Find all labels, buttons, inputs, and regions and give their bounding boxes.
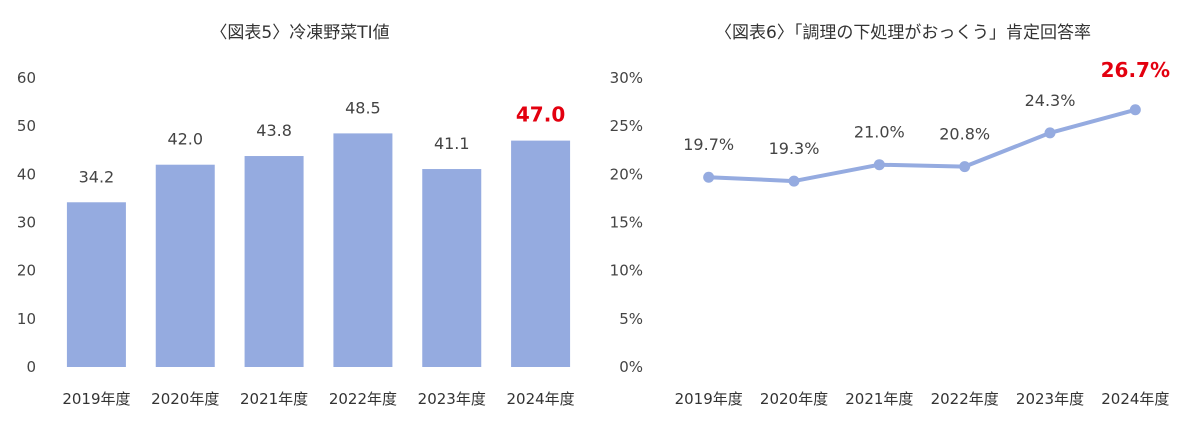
y-tick-label: 0% <box>619 358 643 376</box>
bar <box>66 202 126 367</box>
bar <box>333 133 393 367</box>
chart-title: 〈図表5〉冷凍野菜TI値 <box>210 23 389 43</box>
y-tick-label: 10% <box>610 262 643 280</box>
x-category-label: 2021年度 <box>845 390 913 408</box>
y-tick-label: 25% <box>610 117 643 135</box>
x-category-label: 2022年度 <box>931 390 999 408</box>
y-tick-label: 0 <box>26 358 36 376</box>
data-point <box>1129 104 1141 116</box>
y-tick-label: 5% <box>619 310 643 328</box>
data-point <box>959 161 971 173</box>
data-label: 42.0 <box>167 130 203 149</box>
data-label: 20.8% <box>939 125 990 144</box>
data-point <box>873 159 885 171</box>
x-category-label: 2019年度 <box>62 390 130 408</box>
data-label: 21.0% <box>854 123 905 142</box>
data-point <box>703 171 715 183</box>
y-tick-label: 30% <box>610 69 643 87</box>
y-tick-label: 20 <box>17 262 36 280</box>
data-point <box>788 175 800 187</box>
chart-title: 〈図表6〉「調理の下処理がおっくう」肯定回答率 <box>715 23 1091 43</box>
y-tick-label: 20% <box>610 165 643 183</box>
data-label: 19.7% <box>683 135 734 154</box>
y-tick-label: 15% <box>610 214 643 232</box>
data-label: 19.3% <box>769 139 820 158</box>
y-tick-label: 50 <box>17 117 36 135</box>
series-line <box>708 107 1136 184</box>
y-tick-label: 40 <box>17 165 36 183</box>
x-category-label: 2023年度 <box>1016 390 1084 408</box>
y-tick-label: 60 <box>17 69 36 87</box>
data-label: 24.3% <box>1025 91 1076 110</box>
bar <box>155 164 215 367</box>
x-category-label: 2024年度 <box>1101 390 1169 408</box>
bar <box>511 140 571 367</box>
bar <box>422 169 482 367</box>
prep-burden-line-chart: 〈図表6〉「調理の下処理がおっくう」肯定回答率 0% 5% 10% 15% 20% 25%… <box>610 23 1170 408</box>
data-label: 41.1 <box>434 134 470 153</box>
x-category-label: 2019年度 <box>675 390 743 408</box>
x-category-label: 2022年度 <box>329 390 397 408</box>
x-category-label: 2023年度 <box>418 390 486 408</box>
data-point <box>1044 127 1056 139</box>
y-tick-label: 30 <box>17 214 36 232</box>
data-label: 43.8 <box>256 121 292 140</box>
bar <box>244 156 304 367</box>
y-tick-label: 10 <box>17 310 36 328</box>
data-label-highlight: 47.0 <box>516 103 565 127</box>
data-label-highlight: 26.7% <box>1101 58 1170 82</box>
x-category-label: 2021年度 <box>240 390 308 408</box>
x-category-label: 2020年度 <box>760 390 828 408</box>
x-category-label: 2020年度 <box>151 390 219 408</box>
x-category-label: 2024年度 <box>506 390 574 408</box>
tv-frozen-vegetables-bar-chart: 〈図表5〉冷凍野菜TI値 0 10 20 30 40 50 60 34.2 42.0 43.8 4… <box>17 23 575 408</box>
data-label: 48.5 <box>345 98 381 117</box>
data-label: 34.2 <box>79 167 115 186</box>
